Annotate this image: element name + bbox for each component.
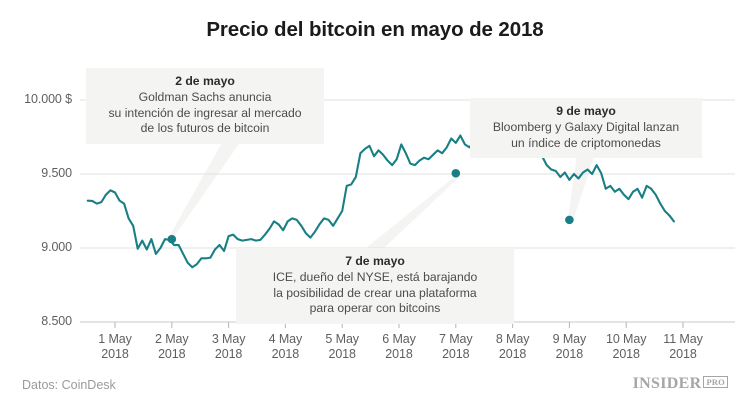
insider-pro-logo: INSIDER PRO (633, 375, 728, 393)
annotation-connector (169, 141, 241, 236)
y-axis-label: 10.000 $ (24, 92, 72, 106)
x-axis-label: 7 May 2018 (439, 332, 473, 361)
annotation-date: 2 de mayo (175, 74, 235, 88)
y-axis-label: 9.000 (41, 240, 72, 254)
y-axis-label: 8.500 (41, 314, 72, 328)
annotation-markers-group (167, 168, 574, 244)
annotation-line: para operar con bitcoins (309, 301, 441, 316)
x-axis-label: 11 May 2018 (663, 332, 703, 361)
annotation-may-7: 7 de mayo ICE, dueño del NYSE, está baraj… (236, 248, 514, 324)
annotation-connector (567, 154, 595, 222)
annotation-line: su intención de ingresar al mercado (108, 105, 302, 120)
data-point-marker (565, 215, 574, 225)
brand-pro-badge: PRO (703, 376, 728, 388)
annotation-line: la posibilidad de crear una plataforma (273, 285, 477, 300)
source-note: Datos: CoinDesk (22, 378, 116, 392)
annotation-connector (366, 176, 461, 248)
page-title: Precio del bitcoin en mayo de 2018 (206, 18, 544, 41)
x-axis-label: 10 May 2018 (605, 332, 647, 361)
annotation-may-2: 2 de mayo Goldman Sachs anuncia su intenci… (86, 68, 324, 144)
annotation-line: de los futuros de bitcoin (140, 121, 270, 136)
x-axis-label: 8 May 2018 (495, 332, 530, 361)
data-point-marker (451, 168, 461, 178)
annotation-date: 9 de mayo (556, 104, 616, 118)
data-point-marker (167, 234, 177, 244)
y-axis-label: 9.500 (41, 166, 72, 180)
x-axis-label: 2 May 2018 (155, 332, 189, 361)
annotation-may-9: 9 de mayo Bloomberg y Galaxy Digital lanz… (470, 98, 702, 159)
annotation-line: ICE, dueño del NYSE, está barajando (272, 270, 478, 285)
annotation-date: 7 de mayo (345, 254, 405, 268)
x-axis-label: 4 May 2018 (268, 332, 303, 361)
price-line-series (86, 116, 675, 269)
x-axis-label: 6 May 2018 (382, 332, 416, 361)
brand-name: INSIDER (632, 375, 702, 392)
annotation-line: un índice de criptomonedas (511, 135, 661, 150)
x-axis-label: 5 May 2018 (325, 332, 359, 361)
annotation-line: Bloomberg y Galaxy Digital lanzan (492, 120, 680, 135)
x-axis-label: 1 May 2018 (98, 332, 132, 361)
x-axis-label: 3 May 2018 (211, 332, 246, 361)
annotation-line: Goldman Sachs anuncia (138, 90, 272, 105)
x-axis-label: 9 May 2018 (552, 332, 587, 361)
